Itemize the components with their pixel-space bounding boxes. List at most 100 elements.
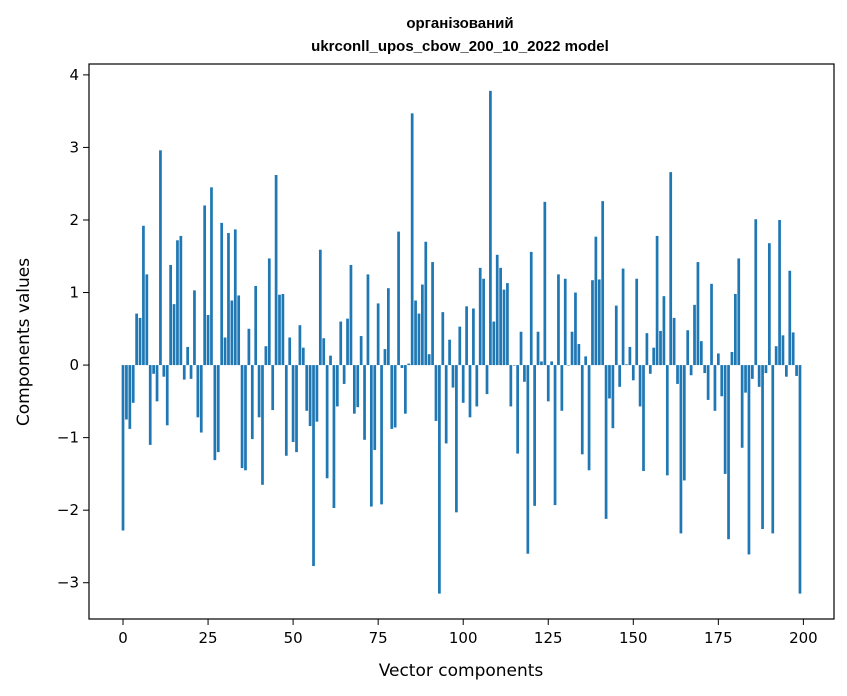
bar-component-113	[506, 283, 509, 366]
bar-component-111	[499, 267, 502, 366]
bar-component-78	[387, 288, 390, 366]
bar-component-7	[145, 274, 149, 366]
bar-component-125	[546, 365, 550, 402]
bar-component-117	[519, 331, 523, 366]
bar-component-9	[152, 365, 155, 374]
bar-component-118	[523, 365, 526, 382]
bar-component-187	[757, 365, 761, 387]
bar-component-82	[400, 365, 404, 368]
bar-component-48	[284, 365, 288, 456]
bar-component-40	[257, 365, 261, 418]
y-tick-label: 1	[69, 284, 79, 302]
bar-component-71	[363, 365, 366, 440]
bar-component-141	[601, 201, 605, 366]
x-tick-label: 125	[534, 629, 563, 647]
bar-component-11	[159, 150, 162, 366]
bar-component-35	[240, 365, 244, 469]
bar-component-116	[516, 365, 519, 454]
bar-component-17	[179, 235, 183, 366]
bar-component-131	[567, 365, 571, 366]
bar-component-84	[407, 363, 411, 366]
y-tick-label: −1	[57, 429, 79, 447]
bar-component-147	[621, 268, 625, 366]
bar-component-46	[278, 294, 281, 366]
bar-component-69	[356, 365, 360, 408]
bar-component-120	[529, 251, 533, 366]
bar-component-145	[614, 305, 618, 366]
bar-component-175	[716, 353, 720, 366]
y-tick-label: 2	[69, 211, 79, 229]
bar-component-5	[138, 317, 142, 366]
bar-component-97	[451, 365, 455, 388]
bar-component-121	[533, 365, 536, 506]
bar-component-15	[172, 304, 176, 366]
bar-component-188	[761, 365, 764, 530]
bar-component-181	[737, 258, 741, 366]
bar-component-106	[482, 278, 485, 366]
bar-component-98	[455, 365, 458, 513]
chart-title-line1: організований	[406, 15, 513, 32]
bar-component-26	[210, 187, 213, 366]
bar-component-150	[631, 365, 635, 381]
bar-component-137	[587, 365, 591, 471]
bar-component-10	[155, 365, 159, 402]
bar-component-39	[254, 286, 258, 366]
bar-component-197	[791, 332, 795, 366]
bar-component-194	[781, 335, 785, 366]
bar-component-19	[186, 346, 190, 366]
bar-component-58	[318, 249, 322, 366]
bar-component-96	[448, 339, 451, 366]
y-tick-label: −3	[57, 574, 79, 592]
bar-component-198	[795, 365, 798, 376]
bar-component-123	[540, 361, 543, 366]
bars-group	[121, 90, 802, 594]
bar-component-81	[397, 231, 400, 366]
bar-component-50	[291, 365, 295, 442]
y-tick-label: 0	[69, 356, 79, 374]
bar-component-27	[213, 365, 217, 461]
bar-component-104	[475, 365, 479, 407]
bar-component-144	[611, 365, 615, 429]
bar-component-122	[536, 331, 540, 366]
bar-component-90	[427, 354, 431, 366]
bar-component-70	[359, 336, 363, 366]
bar-component-179	[730, 352, 734, 366]
bar-component-83	[404, 365, 407, 414]
bar-component-149	[628, 346, 632, 366]
plot-frame	[88, 63, 835, 620]
bar-component-32	[230, 300, 234, 366]
bar-component-164	[679, 365, 683, 534]
bar-component-33	[233, 229, 237, 366]
bar-component-30	[223, 337, 227, 366]
bar-component-191	[771, 365, 775, 534]
bar-component-135	[580, 365, 584, 455]
bar-component-87	[417, 313, 421, 366]
bar-component-100	[461, 365, 465, 403]
bar-component-94	[441, 312, 445, 366]
bar-component-34	[237, 295, 241, 366]
bar-component-85	[410, 113, 414, 366]
bar-component-112	[502, 289, 506, 366]
bar-component-130	[563, 278, 567, 366]
bar-component-73	[369, 365, 373, 507]
bar-component-3	[131, 365, 135, 403]
bar-component-99	[458, 326, 462, 366]
bar-component-95	[444, 365, 448, 444]
bar-component-167	[689, 365, 693, 376]
bar-component-8	[148, 365, 152, 445]
bar-component-172	[706, 365, 710, 400]
bar-component-51	[295, 365, 298, 453]
bar-component-86	[414, 300, 417, 366]
chart-title-line2: ukrconll_upos_cbow_200_10_2022 model	[311, 38, 609, 55]
bar-component-151	[635, 278, 639, 366]
bar-component-61	[329, 355, 332, 366]
bar-component-159	[662, 296, 666, 366]
bar-component-180	[733, 293, 737, 366]
bar-component-138	[591, 280, 594, 366]
bar-component-38	[250, 365, 254, 440]
bar-component-75	[376, 303, 380, 366]
bar-component-109	[492, 321, 496, 366]
bar-component-199	[798, 365, 802, 594]
bar-component-92	[434, 365, 438, 421]
bar-component-189	[764, 365, 768, 374]
